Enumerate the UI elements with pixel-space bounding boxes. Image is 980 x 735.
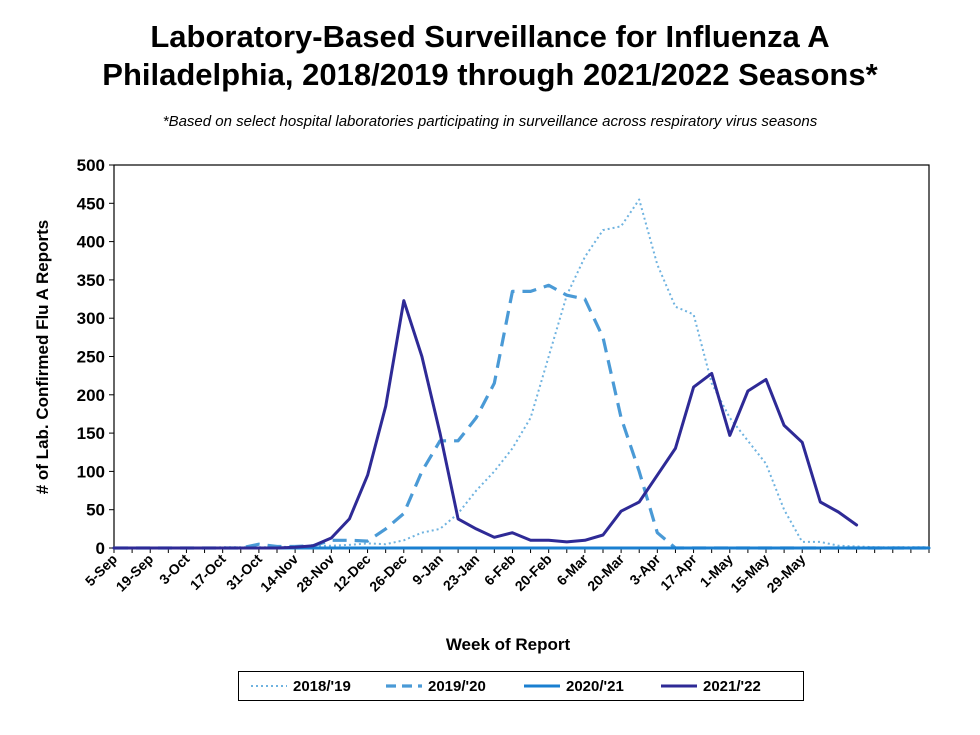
y-tick-label: 250 — [77, 348, 105, 367]
x-tick-label: 20-Mar — [584, 550, 628, 594]
legend-item: 2021/'22 — [659, 672, 761, 700]
legend-label: 2018/'19 — [293, 677, 351, 695]
x-tick-label: 15-May — [727, 551, 772, 596]
y-tick-label: 450 — [77, 194, 105, 213]
legend-label: 2020/'21 — [566, 677, 624, 695]
legend-swatch — [524, 684, 560, 688]
legend-swatch — [386, 684, 422, 688]
series-layer — [112, 198, 931, 550]
x-tick-label: 19-Sep — [113, 551, 157, 595]
legend-item: 2019/'20 — [384, 672, 486, 700]
x-tick-label: 26-Dec — [366, 551, 410, 595]
x-tick-label: 28-Nov — [293, 551, 337, 595]
y-tick-label: 300 — [77, 309, 105, 328]
chart-title-line2: Philadelphia, 2018/2019 through 2021/202… — [102, 57, 878, 92]
x-axis-title: Week of Report — [446, 635, 571, 654]
chart-title: Laboratory-Based Surveillance for Influe… — [150, 19, 830, 54]
x-tick-label: 14-Nov — [257, 551, 301, 595]
legend-label: 2019/'20 — [428, 677, 486, 695]
x-tick-label: 12-Dec — [330, 551, 374, 595]
legend-swatch — [251, 685, 287, 687]
y-tick-label: 200 — [77, 386, 105, 405]
y-tick-label: 350 — [77, 271, 105, 290]
series-line-0 — [114, 198, 929, 549]
y-axis-title: # of Lab. Confirmed Flu A Reports — [33, 220, 52, 495]
x-tick-label: 17-Apr — [657, 550, 700, 593]
y-axis: 0 50 100 150 200 250 300 350 400 450 500 — [77, 156, 114, 558]
series-line-3 — [112, 299, 859, 550]
x-tick-label: 29-May — [763, 551, 808, 596]
x-tick-label: 17-Oct — [187, 551, 229, 593]
legend-swatch — [661, 684, 697, 688]
y-tick-label: 400 — [77, 233, 105, 252]
legend-item: 2020/'21 — [522, 672, 624, 700]
legend: 2018/'19 2019/'20 2020/'21 2021/'22 — [238, 671, 804, 701]
series-line-1 — [114, 283, 929, 550]
legend-item: 2018/'19 — [249, 672, 351, 700]
plot-area — [113, 164, 930, 549]
y-tick-label: 150 — [77, 424, 105, 443]
y-tick-label: 50 — [86, 501, 105, 520]
y-tick-label: 500 — [77, 156, 105, 175]
legend-label: 2021/'22 — [703, 677, 761, 695]
x-tick-label: 23-Jan — [440, 551, 483, 594]
y-tick-label: 100 — [77, 462, 105, 481]
chart-subtitle: *Based on select hospital laboratories p… — [162, 113, 818, 130]
x-tick-label: 20-Feb — [512, 551, 555, 594]
y-tick-label: 0 — [96, 539, 105, 558]
